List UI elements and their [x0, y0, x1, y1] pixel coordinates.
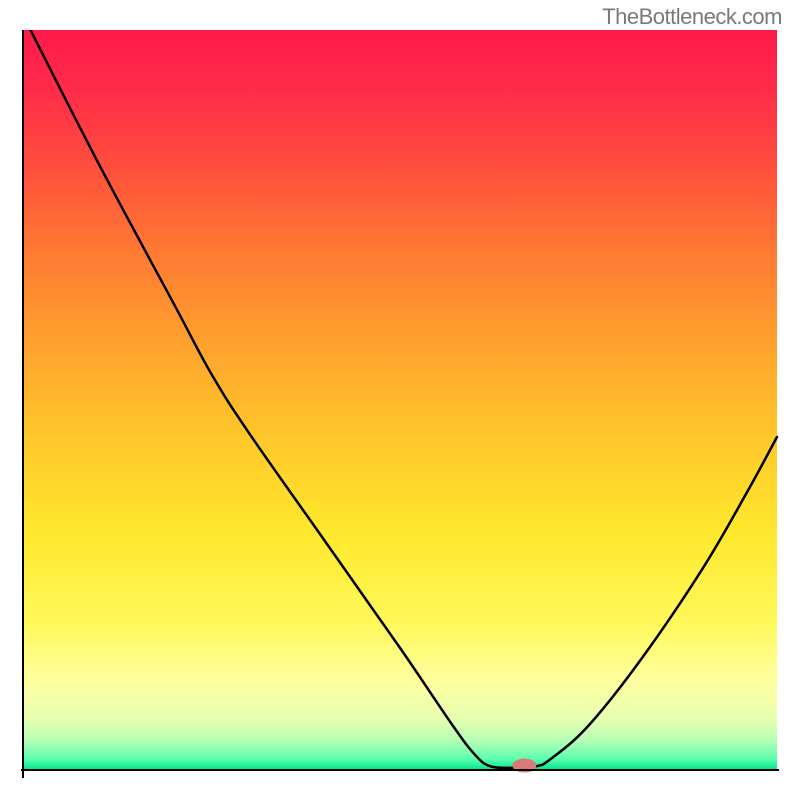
bottleneck-chart — [15, 30, 785, 785]
chart-svg — [15, 30, 785, 785]
watermark-text: TheBottleneck.com — [602, 4, 782, 30]
chart-background — [23, 30, 777, 770]
